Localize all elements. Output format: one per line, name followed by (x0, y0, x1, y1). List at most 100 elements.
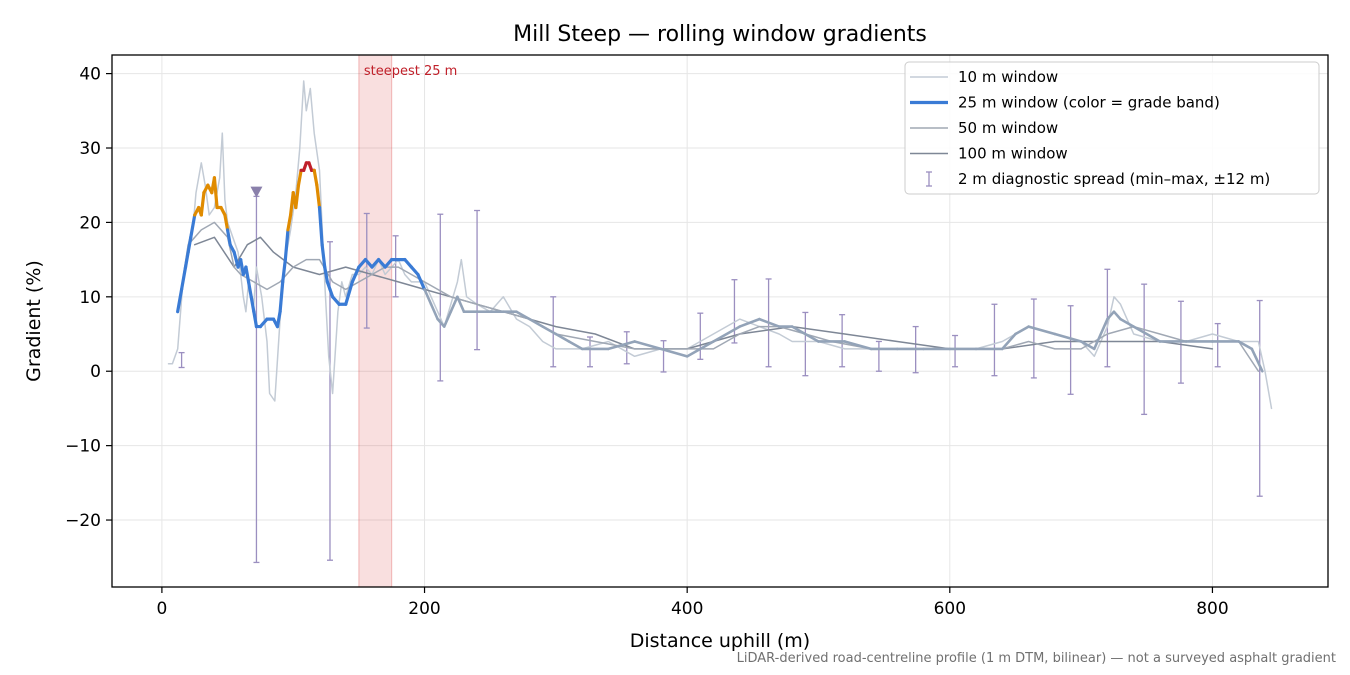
errorbar (326, 241, 333, 561)
series-25m-segment (244, 265, 251, 284)
y-tick-label: 30 (79, 139, 101, 159)
errorbar (363, 212, 370, 329)
series-25m-segment (456, 295, 466, 313)
series-25m-segment (315, 183, 322, 210)
series-25m-segment (429, 302, 439, 321)
series-25m-segment (223, 213, 230, 232)
series-25m-segment (436, 317, 446, 328)
series-25m-segment (252, 310, 259, 329)
legend-entry: 10 m window (910, 68, 1058, 86)
series-25m-segment (843, 340, 873, 351)
series-25m-segment (790, 325, 820, 343)
series-25m-segment (1092, 317, 1109, 351)
x-tick-label: 400 (671, 599, 703, 619)
legend-entry: 100 m window (910, 145, 1068, 163)
series-25m-segment (344, 280, 354, 306)
series-25m-segment (1106, 310, 1116, 321)
legend-entry: 2 m diagnostic spread (min–max, ±12 m) (926, 170, 1270, 188)
legend-label: 50 m window (958, 119, 1058, 137)
y-tick-label: 20 (79, 213, 101, 233)
errorbar (1256, 299, 1263, 497)
footnote: LiDAR-derived road-centreline profile (1… (736, 651, 1336, 666)
series-25m-segment (294, 183, 301, 210)
series-25m-segment (212, 176, 219, 210)
chart-title: Mill Steep — rolling window gradients (513, 22, 927, 47)
errorbar (875, 340, 882, 372)
y-tick-label: 0 (90, 362, 101, 382)
x-tick-label: 0 (156, 599, 167, 619)
series-25m-segment (383, 258, 394, 269)
legend-label: 2 m diagnostic spread (min–max, ±12 m) (958, 170, 1270, 188)
plot-area (167, 80, 1273, 564)
errorbar (697, 312, 704, 360)
axis-ticks: 0 200 400 600 800 −20 −10 0 10 20 30 40 (65, 65, 1229, 619)
legend-entry: 25 m window (color = grade band) (910, 94, 1220, 112)
series-25m-segment (370, 258, 381, 269)
y-tick-label: 40 (79, 65, 101, 85)
x-axis-label: Distance uphill (m) (630, 630, 810, 652)
errorbar (1030, 298, 1037, 379)
steepest-span-label: steepest 25 m (364, 64, 457, 79)
errorbar (731, 279, 738, 344)
series-25m-segment (1119, 317, 1135, 328)
errorbar (952, 334, 959, 368)
y-tick-label: 10 (79, 288, 101, 308)
series-25m-segment (416, 272, 427, 291)
series-25m-segment (1250, 347, 1264, 373)
series-25m-segment (409, 265, 420, 277)
series-25m-segment (1237, 340, 1254, 351)
series-25m-segment (296, 168, 303, 187)
series-25m-segment (183, 250, 190, 269)
series-25m-segment (541, 325, 558, 336)
series-25m-segment (515, 310, 531, 321)
errorbar (802, 311, 809, 377)
series-25m-segment (189, 213, 197, 239)
series-25m-segment (607, 340, 636, 351)
series-25m-segment (258, 317, 269, 329)
series-25m-segment (449, 295, 459, 313)
legend-label: 100 m window (958, 145, 1068, 163)
series-25m-segment (1132, 325, 1162, 343)
diagnostic-marker (250, 186, 263, 198)
series-25m-segment (633, 340, 663, 351)
legend-entry: 50 m window (910, 119, 1058, 137)
series-25m-segment (286, 213, 293, 232)
series-25m-segment (278, 280, 285, 314)
series-25m-segment (1112, 310, 1122, 321)
x-tick-label: 200 (408, 599, 440, 619)
series-25m-segment (1053, 332, 1083, 343)
series-25m-segment (312, 168, 319, 187)
legend-label: 25 m window (color = grade band) (958, 94, 1220, 112)
series-25m-segment (225, 228, 232, 247)
series-25m-segment (350, 265, 361, 284)
x-tick-label: 800 (1196, 599, 1228, 619)
series-25m-segment (567, 340, 584, 351)
series-25m-segment (712, 325, 741, 343)
series-25m-segment (317, 205, 324, 247)
series-25m-segment (179, 265, 188, 291)
series-25m-segment (281, 258, 287, 284)
errorbar (586, 336, 593, 368)
axes-frame (111, 54, 1329, 588)
errorbar (1067, 305, 1074, 395)
series-25m-segment (320, 243, 327, 269)
y-tick-label: −10 (65, 437, 101, 457)
errorbar (991, 303, 998, 377)
legend-label: 10 m window (958, 68, 1058, 86)
series-25m-segment (357, 258, 368, 269)
grid-lines (112, 55, 1328, 587)
series-25m-segment (423, 288, 433, 306)
y-tick-label: −20 (65, 511, 101, 531)
errorbar (437, 213, 444, 382)
series-25m-segment (1027, 325, 1057, 336)
series-25m-segment (246, 280, 253, 299)
series-25m-segment (1079, 340, 1096, 351)
series-25m-segment (176, 287, 184, 314)
errorbar (660, 340, 667, 373)
series-25m-segment (249, 295, 256, 314)
series-25m-segment (758, 317, 781, 328)
errorbar (253, 195, 260, 564)
y-axis-label: Gradient (%) (23, 260, 45, 382)
series-25m-segment (528, 317, 545, 328)
steepest-span: steepest 25 m (358, 54, 457, 588)
